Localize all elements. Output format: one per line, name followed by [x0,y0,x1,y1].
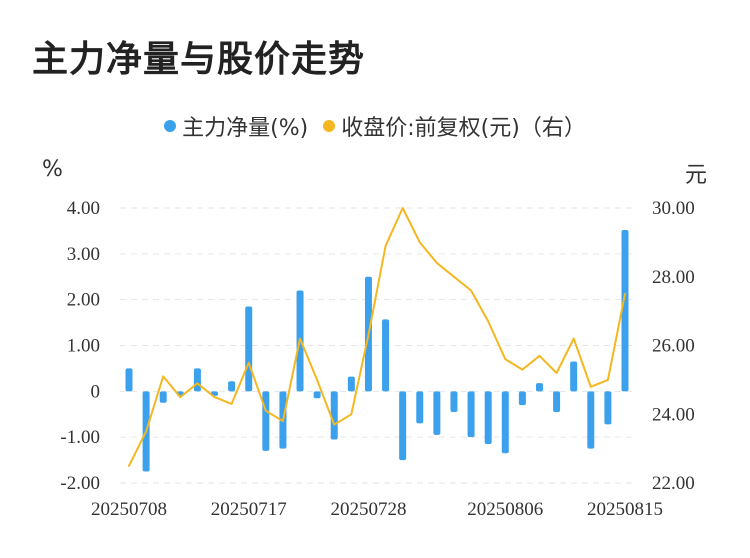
left-tick-label: 2.00 [67,290,100,311]
legend-line-dot-icon [323,120,336,132]
legend-item-line[interactable]: 收盘价:前复权(元)（右） [323,110,586,142]
x-tick-label: 20250815 [587,499,663,520]
bar [125,368,133,392]
bar [604,391,612,425]
legend-bar-label: 主力净量(%) [182,116,309,141]
x-tick-label: 20250806 [467,499,543,520]
chart-title: 主力净量与股价走势 [32,39,366,80]
left-tick-label: 0 [91,381,101,402]
bar [228,381,236,392]
bar [570,361,578,392]
left-axis-unit: % [42,157,63,182]
x-tick-label: 20250728 [330,499,406,520]
bar [330,391,338,440]
right-tick-label: 22.00 [652,473,695,494]
right-tick-label: 28.00 [652,267,695,288]
bar [433,391,441,435]
legend: 主力净量(%) 收盘价:前复权(元)（右） [0,110,750,142]
bar [347,376,355,392]
bar [553,391,561,412]
legend-bar-dot-icon [164,120,177,132]
right-tick-label: 26.00 [652,336,695,357]
left-tick-label: 1.00 [67,336,100,357]
bar [518,391,526,406]
bar [535,383,543,392]
bar [501,391,509,454]
legend-item-bar[interactable]: 主力净量(%) [164,110,308,142]
right-tick-label: 30.00 [652,198,695,219]
bar [416,391,424,424]
bar [382,319,390,392]
x-tick-label: 20250708 [91,499,167,520]
bar [484,391,492,445]
right-tick-label: 24.00 [652,404,695,425]
bar [450,391,458,412]
bar [159,391,167,403]
x-tick-label: 20250717 [211,499,287,520]
left-tick-label: 4.00 [67,198,100,219]
left-tick-label: -2.00 [60,473,100,494]
left-tick-label: -1.00 [60,427,100,448]
bar [313,391,321,399]
price-line [128,207,626,467]
legend-line-label: 收盘价:前复权(元)（右） [341,116,586,141]
bar [399,391,407,461]
bar [587,391,595,449]
right-axis-unit: 元 [685,163,708,188]
left-tick-label: 3.00 [67,244,100,265]
bar [262,391,270,451]
bar [245,306,253,392]
bar [193,368,201,392]
bar [621,230,629,392]
bar [467,391,475,438]
